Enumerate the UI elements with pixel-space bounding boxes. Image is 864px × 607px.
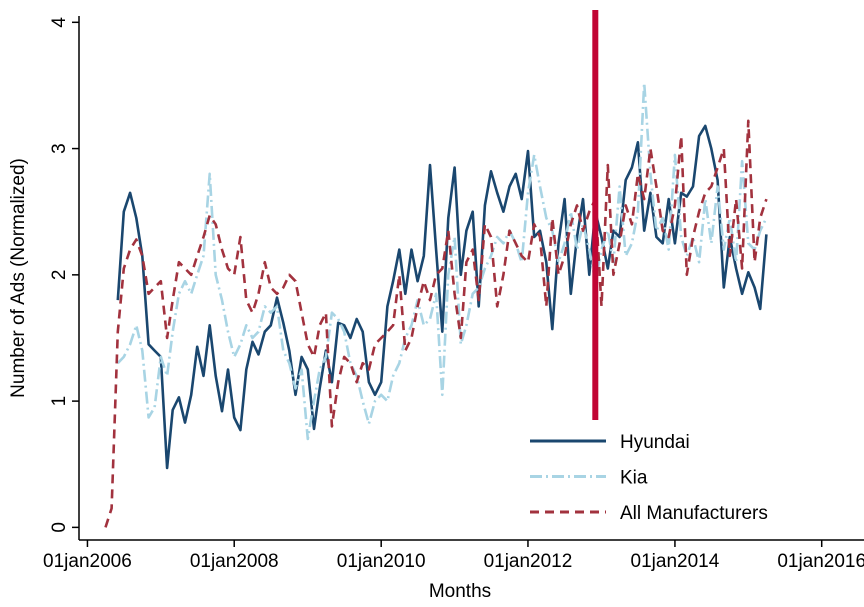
x-tick-label: 01jan2008 — [190, 551, 279, 572]
series-line — [116, 124, 768, 470]
y-tick-label: 3 — [49, 143, 70, 154]
legend-label: All Manufacturers — [620, 503, 768, 524]
series-line — [116, 81, 768, 441]
x-tick-label: 01jan2012 — [484, 551, 573, 572]
x-axis-label: Months — [429, 581, 491, 602]
legend-label: Kia — [620, 468, 648, 489]
y-tick-label: 2 — [49, 270, 70, 281]
x-tick-label: 01jan2006 — [43, 551, 132, 572]
x-tick-label: 01jan2010 — [337, 551, 426, 572]
y-tick-label: 4 — [49, 17, 70, 28]
y-tick-label: 1 — [49, 396, 70, 407]
y-axis-label: Number of Ads (Normalized) — [8, 158, 29, 398]
series-line — [104, 119, 768, 528]
legend-label: Hyundai — [620, 432, 690, 453]
x-tick-label: 01jan2014 — [631, 551, 720, 572]
x-tick-label: 01jan2016 — [777, 551, 864, 572]
y-tick-label: 0 — [49, 522, 70, 533]
